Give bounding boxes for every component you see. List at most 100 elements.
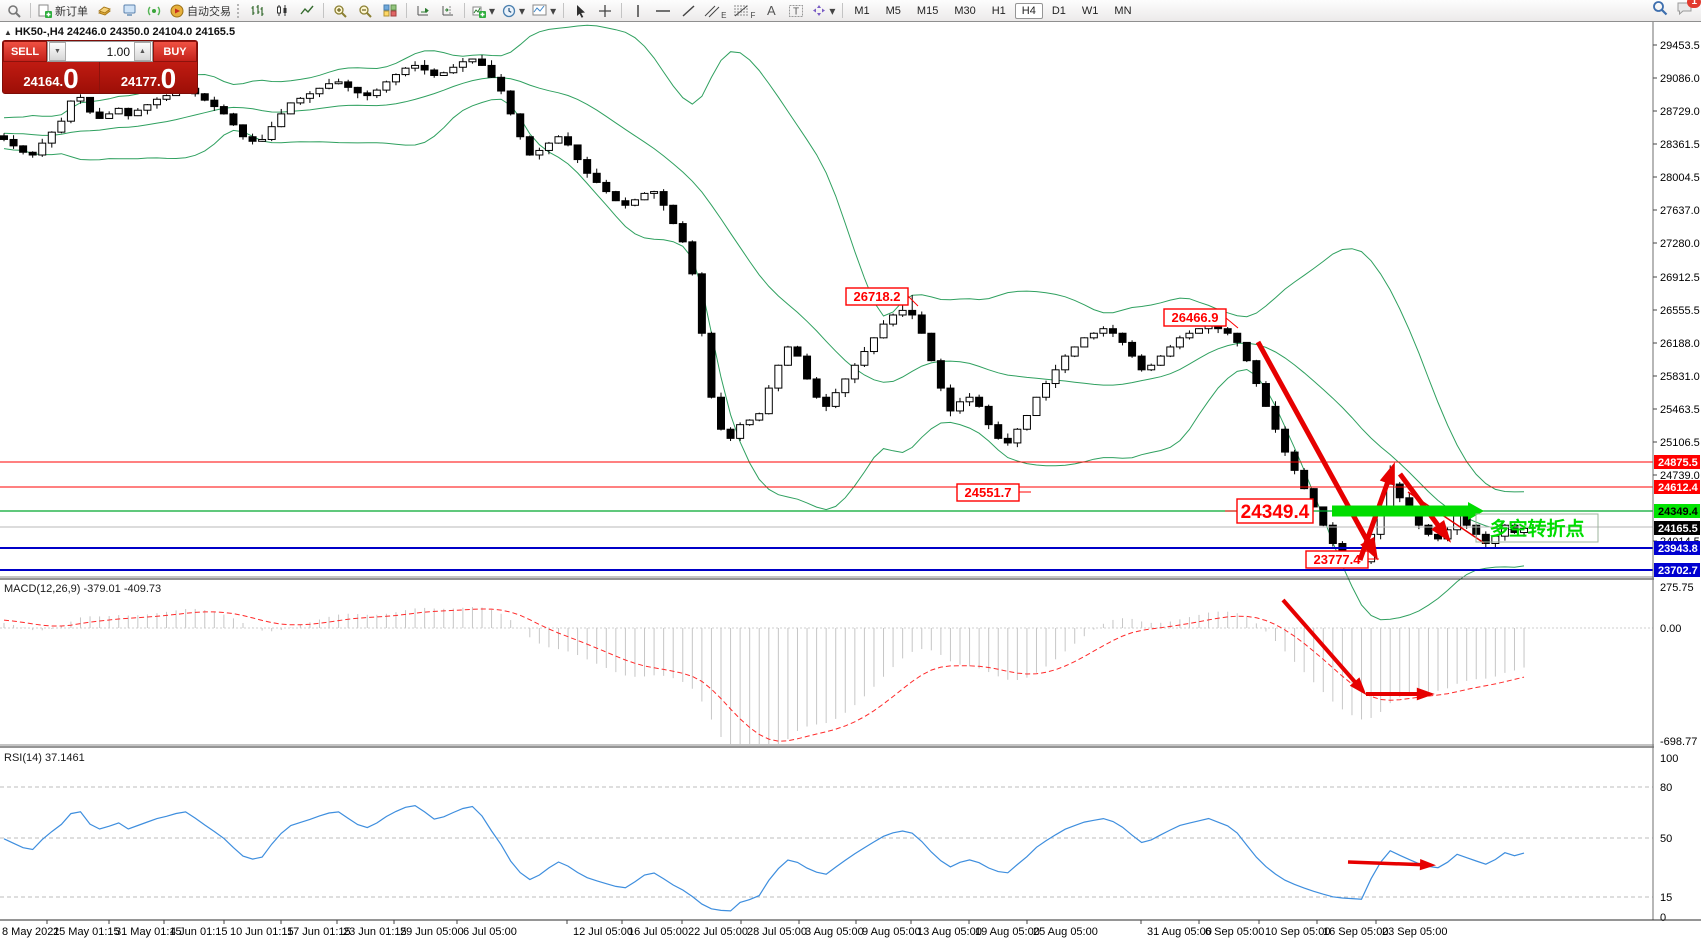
svg-text:17 Jun 01:15: 17 Jun 01:15 (287, 926, 351, 938)
channel-tool-icon[interactable]: E (701, 2, 729, 20)
timeframe-MN[interactable]: MN (1114, 4, 1132, 17)
svg-text:6 Jul 05:00: 6 Jul 05:00 (463, 926, 517, 938)
timeframe-M30[interactable]: M30 (954, 4, 976, 17)
candle-chart-type-icon[interactable] (270, 2, 294, 20)
chat-icon[interactable]: 1 (1676, 0, 1701, 21)
svg-text:10 Jun 01:15: 10 Jun 01:15 (230, 926, 294, 938)
svg-text:31 May 01:15: 31 May 01:15 (115, 926, 182, 938)
line-chart-type-icon[interactable] (295, 2, 319, 20)
separator (563, 3, 565, 18)
indicators-dialog-icon[interactable] (2, 2, 26, 20)
svg-text:25106.5: 25106.5 (1660, 437, 1700, 449)
text-label-tool-icon[interactable]: T (784, 2, 808, 20)
svg-text:15: 15 (1660, 892, 1672, 904)
separator (406, 3, 407, 18)
period-clock-button[interactable]: ▾ (499, 2, 528, 20)
svg-text:23702.7: 23702.7 (1658, 565, 1698, 577)
svg-text:29453.5: 29453.5 (1660, 40, 1700, 52)
svg-text:24165.5: 24165.5 (1658, 523, 1698, 535)
chart-template-icon[interactable]: ▾ (529, 2, 559, 20)
new-order-label: 新订单 (55, 5, 88, 18)
svg-text:0: 0 (1660, 912, 1666, 924)
bar-chart-type-icon[interactable] (245, 2, 269, 20)
crosshair-tool-icon[interactable] (593, 2, 617, 20)
panel-separators (0, 576, 1701, 748)
timeframe-M5[interactable]: M5 (885, 4, 901, 17)
sell-price[interactable]: 24164. 0 (3, 62, 100, 93)
svg-text:23943.8: 23943.8 (1658, 543, 1698, 555)
add-indicator-button[interactable]: ▾ (469, 2, 498, 20)
price-badges: 24875.5 24612.4 24349.4 24165.5 23943.8 23702… (1654, 455, 1700, 577)
rsi-label: RSI(14) 37.1461 (4, 752, 85, 764)
timeframe-D1[interactable]: D1 (1051, 4, 1066, 17)
svg-text:8 May 2021: 8 May 2021 (2, 926, 59, 938)
auto-scroll-icon[interactable] (411, 2, 435, 20)
chart-shift-icon[interactable] (436, 2, 460, 20)
volume-decrease-button[interactable]: ▼ (49, 42, 66, 61)
timeframe-W1[interactable]: W1 (1081, 4, 1099, 17)
buy-price-small: 24177. (120, 74, 161, 89)
separator (842, 3, 844, 18)
timeframe-M15[interactable]: M15 (916, 4, 939, 17)
fibo-letter: F (750, 10, 756, 20)
toolbar-right: 1 (1652, 0, 1701, 21)
chart-canvas[interactable]: 26718.2 26466.9 24551.7 23777.4 24349.4 多空转折点… (0, 22, 1701, 944)
bollinger-bands (3, 24, 1525, 621)
chart-title: HK50-,H4 24246.0 24350.0 24104.0 24165.5 (14, 26, 236, 38)
timeframe-H1[interactable]: H1 (991, 4, 1006, 17)
zoom-out-icon[interactable] (353, 2, 377, 20)
horizontal-line-tool-icon[interactable] (651, 2, 675, 20)
signal-icon[interactable] (142, 2, 166, 20)
chart-header: ▲ HK50-,H4 24246.0 24350.0 24104.0 24165.… (4, 26, 235, 38)
separator (621, 3, 623, 18)
channel-letter: E (721, 10, 727, 20)
timeframe-M1[interactable]: M1 (854, 4, 870, 17)
svg-text:80: 80 (1660, 782, 1672, 794)
svg-text:24349.4: 24349.4 (1241, 502, 1310, 523)
separator (464, 3, 465, 18)
fibonacci-tool-icon[interactable]: F (730, 2, 758, 20)
buy-button[interactable]: BUY (153, 41, 197, 62)
svg-text:26466.9: 26466.9 (1172, 310, 1219, 325)
macd-panel (0, 607, 1653, 744)
trendline-tool-icon[interactable] (676, 2, 700, 20)
text-tool-icon[interactable]: A (766, 3, 776, 18)
search-icon[interactable] (1652, 0, 1668, 21)
svg-text:4 Jun 01:15: 4 Jun 01:15 (170, 926, 228, 938)
svg-text:3 Aug 05:00: 3 Aug 05:00 (805, 926, 864, 938)
buy-price[interactable]: 24177. 0 (100, 62, 197, 93)
autotrade-button[interactable]: 自动交易 (167, 2, 234, 20)
sell-price-small: 24164. (23, 74, 64, 89)
svg-text:26912.5: 26912.5 (1660, 272, 1700, 284)
sell-button[interactable]: SELL (3, 41, 47, 62)
svg-text:28 Jul 05:00: 28 Jul 05:00 (747, 926, 807, 938)
terminal-icon[interactable] (117, 2, 141, 20)
tile-windows-icon[interactable] (378, 2, 402, 20)
sell-price-big: 0 (63, 63, 79, 94)
chart-profile-icon[interactable] (92, 2, 116, 20)
volume-increase-button[interactable]: ▲ (134, 42, 151, 61)
volume-input[interactable]: 1.00 (106, 44, 130, 59)
zoom-in-icon[interactable] (328, 2, 352, 20)
timeframe-group: M1 M5 M15 M30 H1 H4 D1 W1 MN (847, 2, 1138, 19)
one-click-trade-panel: SELL ▼ 1.00 ▲ BUY 24164. 0 24177. 0 (2, 40, 198, 94)
svg-text:26718.2: 26718.2 (854, 289, 901, 304)
svg-text:24612.4: 24612.4 (1658, 482, 1699, 494)
svg-text:25463.5: 25463.5 (1660, 404, 1700, 416)
one-click-expand-icon[interactable]: ▲ (4, 28, 12, 37)
svg-text:26555.5: 26555.5 (1660, 305, 1700, 317)
new-order-button[interactable]: 新订单 (35, 2, 91, 20)
rsi-panel (0, 786, 1653, 912)
svg-text:9 Aug 05:00: 9 Aug 05:00 (862, 926, 921, 938)
price-callouts: 26718.2 26466.9 24551.7 23777.4 24349.4 (845, 287, 1379, 569)
toolbar: 新订单 自动交易 ▾ ▾ (0, 0, 1701, 22)
svg-text:28004.5: 28004.5 (1660, 172, 1700, 184)
timeframe-H4[interactable]: H4 (1014, 2, 1043, 19)
arrows-tool-icon[interactable]: ▾ (809, 2, 838, 20)
vertical-line-tool-icon[interactable] (626, 2, 650, 20)
svg-text:50: 50 (1660, 833, 1672, 845)
cursor-tool-icon[interactable] (568, 2, 592, 20)
trend-arrows (1255, 340, 1485, 871)
green-level-arrow (1332, 502, 1484, 520)
